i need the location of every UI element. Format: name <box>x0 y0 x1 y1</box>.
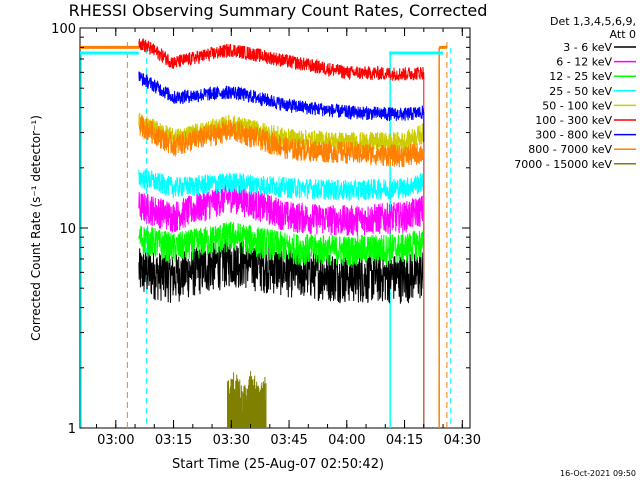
x-axis-label: Start Time (25-Aug-07 02:50:42) <box>172 457 384 472</box>
legend-entry-label: 3 - 6 keV <box>563 41 612 54</box>
legend-header-line-1: Det 1,3,4,5,6,9, <box>550 15 636 28</box>
legend-entry-label: 300 - 800 keV <box>535 129 612 142</box>
legend: Det 1,3,4,5,6,9,Att 03 - 6 keV 6 - 12 keV… <box>514 15 636 171</box>
series-group <box>138 38 425 428</box>
y-tick-label: 10 <box>59 222 76 237</box>
y-axis-label: Corrected Count Rate (s⁻¹ detector⁻¹) <box>29 115 43 341</box>
timestamp: 16-Oct-2021 09:50 <box>560 469 636 478</box>
legend-entry-label: 12 - 25 keV <box>549 70 612 83</box>
chart-title: RHESSI Observing Summary Count Rates, Co… <box>69 1 488 20</box>
legend-header-line-2: Att 0 <box>610 28 636 41</box>
plot-frame <box>79 27 471 429</box>
legend-entry-label: 800 - 7000 keV <box>528 143 612 156</box>
series-line-1 <box>138 183 425 237</box>
x-tick-label: 04:00 <box>328 433 365 448</box>
x-tick-label: 04:30 <box>444 433 481 448</box>
series-line-7 <box>138 115 425 168</box>
y-tick-label: 1 <box>68 422 76 437</box>
x-tick-label: 03:45 <box>270 433 307 448</box>
series-line-6 <box>138 71 424 122</box>
series-line-4 <box>138 112 425 153</box>
plot-frame-group <box>79 27 471 429</box>
series-line-3 <box>138 169 425 201</box>
legend-entry-label: 50 - 100 keV <box>542 99 612 112</box>
x-tick-label: 03:30 <box>213 433 250 448</box>
series-line-5 <box>138 38 425 81</box>
legend-entry-label: 7000 - 15000 keV <box>514 158 612 171</box>
series-line-2 <box>138 221 425 267</box>
y-tick-label: 100 <box>51 22 76 37</box>
legend-entry-label: 100 - 300 keV <box>535 114 612 127</box>
x-tick-label: 04:15 <box>386 433 423 448</box>
x-tick-label: 03:00 <box>97 433 134 448</box>
x-tick-label: 03:15 <box>155 433 192 448</box>
series-line-8 <box>227 371 267 428</box>
legend-entry-label: 6 - 12 keV <box>556 56 612 69</box>
legend-entry-label: 25 - 50 keV <box>549 85 612 98</box>
tick-label-group: 03:00 03:15 03:30 03:45 04:00 04:15 04:30 1 10 10… <box>51 22 481 448</box>
